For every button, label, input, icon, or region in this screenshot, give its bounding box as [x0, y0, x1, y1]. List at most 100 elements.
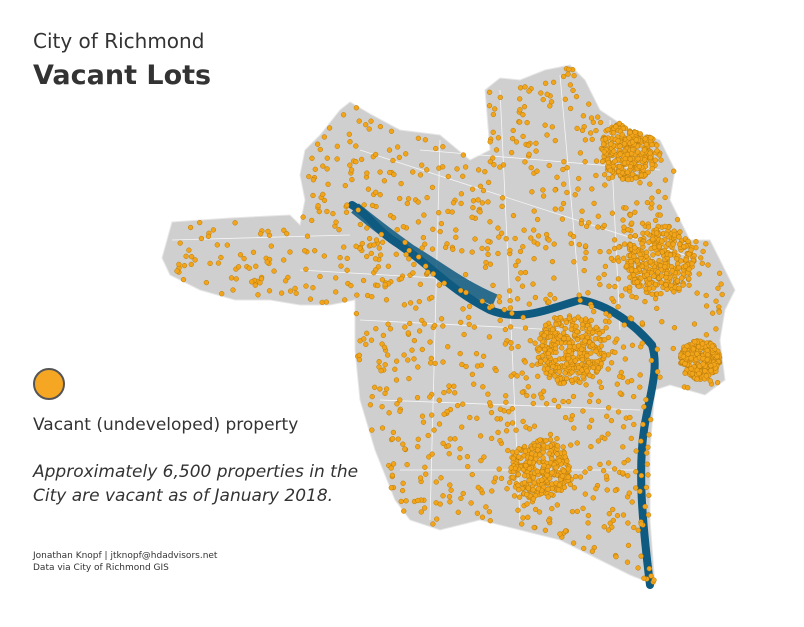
vacant-lot [680, 353, 687, 360]
vacant-lot [705, 352, 711, 358]
vacant-lot [481, 454, 487, 460]
vacant-lot [510, 455, 516, 462]
vacant-lot [520, 244, 526, 250]
vacant-lot [668, 282, 674, 289]
vacant-lot [527, 459, 533, 465]
vacant-lot [515, 471, 522, 478]
vacant-lot [517, 96, 523, 102]
vacant-lot [531, 524, 537, 531]
vacant-lot [639, 263, 645, 269]
vacant-lot [203, 279, 210, 286]
vacant-lot [421, 212, 427, 218]
vacant-lot [386, 410, 392, 416]
vacant-lot [546, 237, 552, 243]
vacant-lot [529, 189, 535, 195]
vacant-lot [348, 167, 355, 173]
vacant-lot [588, 317, 594, 324]
vacant-lot [623, 263, 630, 269]
vacant-lot [582, 243, 589, 249]
vacant-lot [524, 501, 530, 507]
vacant-lot [560, 398, 566, 405]
vacant-lot [540, 193, 547, 199]
vacant-lot [302, 248, 308, 254]
vacant-lot [433, 479, 439, 485]
vacant-lot [407, 320, 413, 327]
vacant-lot [676, 285, 682, 291]
vacant-lot [389, 472, 396, 478]
vacant-lot [499, 203, 505, 210]
vacant-lot [475, 197, 481, 203]
vacant-lot [635, 156, 641, 162]
vacant-lot [415, 199, 421, 205]
vacant-lot [508, 345, 515, 351]
vacant-lot [382, 362, 388, 368]
vacant-lot [621, 460, 627, 466]
vacant-lot [643, 397, 649, 403]
vacant-lot [187, 224, 194, 231]
vacant-lot [525, 485, 531, 491]
vacant-lot [676, 234, 682, 240]
vacant-lot [621, 322, 628, 328]
vacant-lot [186, 247, 192, 253]
vacant-lot [609, 296, 615, 302]
vacant-lot [495, 135, 502, 141]
vacant-lot [530, 281, 536, 287]
vacant-lot [601, 222, 607, 229]
vacant-lot [342, 182, 348, 189]
vacant-lot [357, 221, 364, 228]
vacant-lot [433, 145, 439, 152]
vacant-lot [520, 133, 526, 140]
vacant-lot [671, 168, 677, 174]
vacant-lot [637, 488, 643, 495]
vacant-lot [662, 177, 669, 183]
vacant-lot [321, 134, 328, 140]
vacant-lot [403, 498, 409, 504]
vacant-lot [586, 398, 593, 405]
vacant-lot [596, 330, 603, 337]
vacant-lot [485, 199, 491, 205]
vacant-lot [385, 263, 392, 269]
vacant-lot [652, 281, 659, 288]
vacant-lot [524, 491, 530, 498]
vacant-lot [573, 323, 579, 330]
vacant-lot [427, 339, 433, 345]
vacant-lot [609, 174, 616, 180]
vacant-lot [611, 148, 617, 154]
vacant-lot [495, 225, 501, 231]
vacant-lot [436, 421, 443, 427]
vacant-lot [577, 150, 584, 156]
vacant-lot [312, 248, 318, 254]
vacant-lot [188, 261, 194, 268]
vacant-lot [597, 119, 604, 126]
vacant-lot [698, 255, 704, 261]
vacant-lot [582, 491, 588, 497]
vacant-lot [623, 205, 629, 211]
vacant-lot [631, 253, 637, 260]
vacant-lot [364, 170, 370, 176]
vacant-lot [653, 230, 660, 236]
vacant-lot [714, 379, 721, 386]
vacant-lot [646, 239, 652, 245]
vacant-lot [469, 249, 475, 255]
vacant-lot [608, 141, 614, 147]
vacant-lot [402, 239, 408, 246]
vacant-lot [577, 297, 583, 304]
vacant-lot [569, 369, 575, 375]
vacant-lot [366, 235, 373, 242]
vacant-lot [526, 88, 532, 94]
vacant-lot [694, 376, 700, 382]
vacant-lot [446, 388, 452, 394]
vacant-lot [438, 316, 445, 322]
vacant-lot [496, 234, 502, 240]
vacant-lot [477, 183, 484, 189]
vacant-lot [704, 347, 710, 354]
vacant-lot [576, 292, 582, 298]
vacant-lot [605, 431, 611, 437]
vacant-lot [560, 200, 567, 207]
vacant-lot [419, 413, 426, 419]
vacant-lot [333, 219, 339, 225]
vacant-lot [450, 200, 457, 206]
vacant-lot [628, 377, 635, 384]
vacant-lot [542, 346, 548, 353]
vacant-lot [531, 227, 537, 233]
